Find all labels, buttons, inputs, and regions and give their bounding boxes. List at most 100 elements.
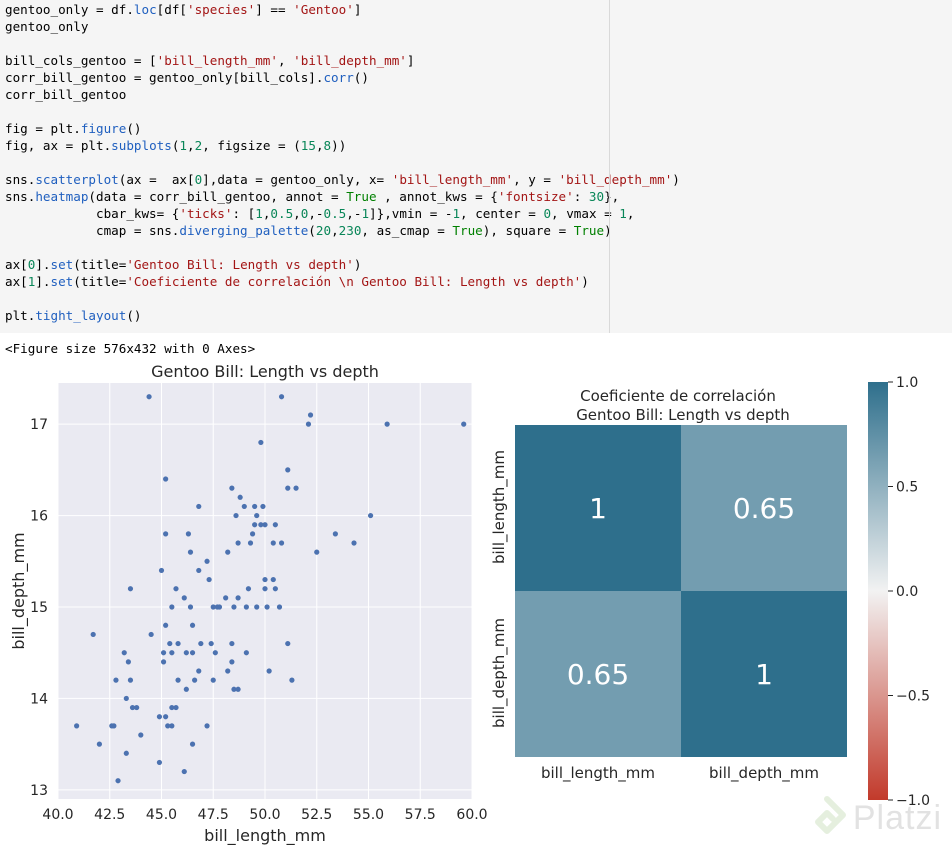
scatter-x-ticks: 40.0 42.5 45.0 47.5 50.0 52.5 55.0 57.5 60.0 xyxy=(42,807,487,823)
scatter-gridlines xyxy=(57,383,473,799)
scatter-point xyxy=(314,549,320,555)
scatter-y-tick-label: 17 xyxy=(30,417,48,433)
scatter-point xyxy=(160,659,167,665)
scatter-point xyxy=(163,476,169,482)
platzi-watermark: Platzi xyxy=(807,796,942,840)
scatter-point xyxy=(262,576,268,583)
scatter-point xyxy=(332,531,338,537)
scatter-x-tick-label: 57.5 xyxy=(405,807,436,823)
scatter-point xyxy=(175,677,181,683)
scatter-point xyxy=(278,540,285,546)
scatter-point xyxy=(351,540,357,546)
scatter-point xyxy=(272,522,278,528)
scatter-x-tick-label: 45.0 xyxy=(146,807,177,823)
scatter-y-ticks: 13 14 15 16 17 xyxy=(30,417,48,799)
scatter-point xyxy=(252,522,258,528)
scatter-point xyxy=(204,723,210,729)
heatmap-cell xyxy=(681,425,847,591)
scatter-point xyxy=(229,659,235,665)
scatter-point xyxy=(272,586,278,592)
scatter-point xyxy=(189,622,196,628)
scatter-point xyxy=(187,604,194,610)
scatter-point xyxy=(208,640,214,647)
heatmap-y-tick-1: bill_depth_mm xyxy=(490,618,509,728)
scatter-x-tick-label: 60.0 xyxy=(456,807,487,823)
scatter-point xyxy=(285,485,291,491)
scatter-point xyxy=(169,723,175,729)
scatter-point xyxy=(216,604,223,610)
scatter-x-tick-label: 42.5 xyxy=(94,807,125,823)
scatter-point xyxy=(90,631,96,638)
heatmap-annotation: 1 xyxy=(755,658,773,691)
scatter-point xyxy=(121,650,127,656)
scatter-point xyxy=(127,677,134,683)
scatter-point xyxy=(115,778,121,784)
scatter-point xyxy=(74,723,80,729)
scatter-x-tick-label: 55.0 xyxy=(353,807,384,823)
code-line: ax[0].set(title='Gentoo Bill: Length vs … xyxy=(5,257,362,272)
scatter-point xyxy=(247,540,254,546)
heatmap-x-tick-1: bill_depth_mm xyxy=(709,764,819,783)
code-line: cbar_kws= {'ticks': [1,0.5,0,-0.5,-1]},v… xyxy=(5,206,635,221)
scatter-point xyxy=(158,567,165,574)
scatter-point xyxy=(270,576,276,583)
scatter-point xyxy=(223,595,229,601)
code-line: corr_bill_gentoo xyxy=(5,87,127,102)
scatter-point xyxy=(127,586,134,592)
scatter-point xyxy=(181,768,187,775)
heatmap-title-line-2: Gentoo Bill: Length vs depth xyxy=(576,406,790,424)
scatter-point xyxy=(138,732,144,738)
heatmap-annotation: 1 xyxy=(589,492,607,525)
scatter-x-tick-label: 52.5 xyxy=(301,807,332,823)
code-line: sns.scatterplot(ax = ax[0],data = gentoo… xyxy=(5,172,680,187)
scatter-point xyxy=(285,467,291,473)
scatter-x-label: bill_length_mm xyxy=(204,826,326,846)
heatmap-annotation: 0.65 xyxy=(567,658,629,691)
heatmap-annotation: 0.65 xyxy=(733,492,795,525)
scatter-y-tick-label: 16 xyxy=(30,509,48,525)
code-editor[interactable]: gentoo_only = df.loc[df['species'] == 'G… xyxy=(5,1,680,324)
scatter-point xyxy=(183,686,189,692)
scatter-point xyxy=(163,714,169,720)
scatter-point xyxy=(252,503,258,510)
scatter-point xyxy=(212,650,218,656)
code-line: sns.heatmap(data = corr_bill_gentoo, ann… xyxy=(5,189,620,204)
scatter-y-tick-label: 14 xyxy=(30,691,48,707)
scatter-point xyxy=(307,412,314,418)
scatter-point xyxy=(367,512,374,519)
scatter-point xyxy=(276,604,283,610)
colorbar-tick-label: −1.0 xyxy=(896,793,930,809)
scatter-point xyxy=(241,503,247,510)
scatter-point xyxy=(235,595,241,601)
scatter-point xyxy=(169,604,175,610)
code-cell[interactable]: gentoo_only = df.loc[df['species'] == 'G… xyxy=(0,0,952,333)
code-line: plt.tight_layout() xyxy=(5,308,142,323)
colorbar-tick-label: 1.0 xyxy=(896,375,918,391)
scatter-point xyxy=(204,558,210,564)
scatter-point xyxy=(189,741,196,747)
scatter-point xyxy=(163,531,169,537)
scatter-point xyxy=(189,650,196,656)
scatter-point xyxy=(254,604,260,610)
heatmap-cell xyxy=(515,425,681,591)
scatter-point xyxy=(173,704,179,711)
scatter-point xyxy=(249,531,256,537)
scatter-point xyxy=(175,640,181,647)
scatter-point xyxy=(163,622,169,628)
scatter-point xyxy=(134,704,140,711)
scatter-point xyxy=(278,394,285,400)
scatter-point xyxy=(231,604,237,610)
code-line: bill_cols_gentoo = ['bill_length_mm', 'b… xyxy=(5,53,415,68)
scatter-y-tick-label: 15 xyxy=(30,600,48,616)
scatter-point xyxy=(169,650,175,656)
scatter-point xyxy=(384,421,390,427)
scatter-point xyxy=(96,741,102,747)
scatter-title: Gentoo Bill: Length vs depth xyxy=(151,362,379,381)
scatter-x-tick-label: 40.0 xyxy=(42,807,73,823)
scatter-point xyxy=(196,503,202,510)
scatter-point xyxy=(198,640,204,647)
cell-output-text: <Figure size 576x432 with 0 Axes> xyxy=(5,341,256,356)
heatmap-annotations: 1 0.65 0.65 1 xyxy=(567,492,795,691)
heatmap-chart: Coeficiente de correlación Gentoo Bill: … xyxy=(490,387,847,783)
scatter-point xyxy=(237,494,243,500)
